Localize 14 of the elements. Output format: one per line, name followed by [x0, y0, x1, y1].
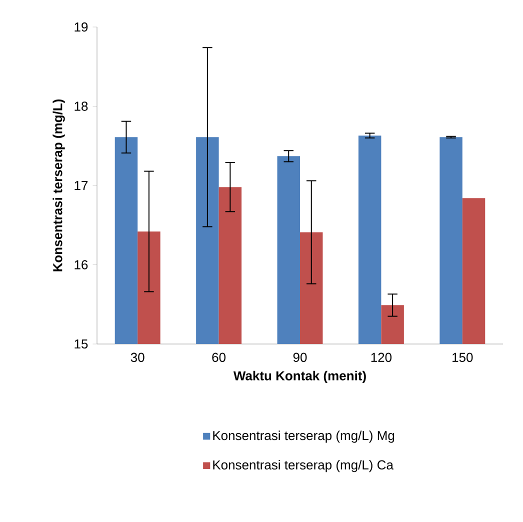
y-tick-label: 19	[74, 22, 88, 32]
x-tick-label: 120	[371, 352, 392, 362]
x-tick-label: 30	[130, 352, 144, 362]
legend-label: Konsentrasi terserap (mg/L) Ca	[213, 460, 394, 472]
y-axis-title: Konsentrasi terserap (mg/L)	[52, 99, 65, 272]
y-tick-label: 15	[74, 339, 88, 349]
y-tick-label: 17	[74, 181, 88, 190]
legend-label: Konsentrasi terserap (mg/L) Mg	[213, 430, 394, 443]
x-tick-label: 90	[293, 352, 307, 362]
x-axis-title: Waktu Kontak (menit)	[233, 370, 366, 383]
y-tick-label: 18	[74, 102, 88, 111]
y-tick-label: 16	[74, 260, 88, 270]
x-tick-label: 150	[452, 352, 473, 362]
x-tick-label: 60	[212, 352, 226, 362]
